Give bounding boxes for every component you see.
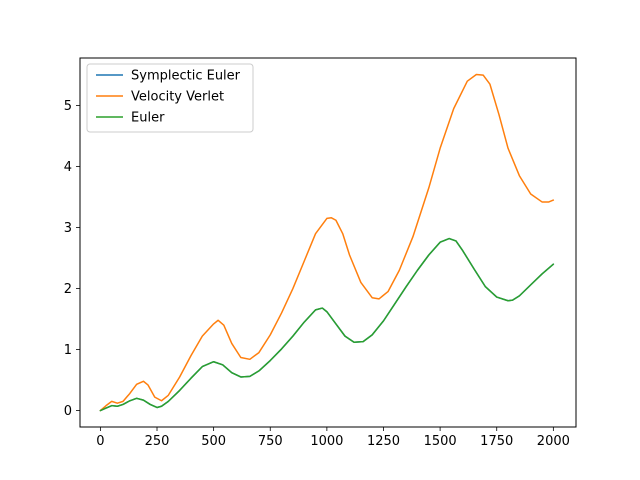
x-tick-label: 1750	[480, 434, 513, 449]
x-tick-label: 1250	[367, 434, 400, 449]
x-axis: 0 250 500 750 1000 1250 1500 1750 2000	[96, 427, 570, 449]
y-tick-label: 5	[64, 99, 72, 114]
legend-label-euler: Euler	[131, 111, 165, 126]
series-line-velocity-verlet	[99, 73, 555, 412]
legend-label-symplectic-euler: Symplectic Euler	[131, 69, 241, 84]
series-line-euler	[99, 237, 555, 412]
y-tick-label: 2	[64, 282, 72, 297]
y-tick-label: 1	[64, 343, 72, 358]
x-tick-label: 1500	[424, 434, 457, 449]
legend: Symplectic Euler Velocity Verlet Euler	[86, 63, 254, 133]
plot-frame	[79, 57, 577, 428]
y-tick-label: 4	[64, 160, 72, 175]
x-tick-label: 750	[258, 434, 283, 449]
y-tick-label: 3	[64, 221, 72, 236]
series-layer	[99, 73, 555, 412]
legend-box	[86, 63, 254, 133]
y-tick-label: 0	[64, 404, 72, 419]
x-tick-label: 500	[201, 434, 226, 449]
x-tick-label: 250	[145, 434, 170, 449]
legend-label-velocity-verlet: Velocity Verlet	[131, 90, 224, 105]
y-axis: 0 1 2 3 4 5	[64, 99, 80, 419]
x-tick-label: 2000	[537, 434, 570, 449]
x-tick-label: 1000	[310, 434, 343, 449]
x-tick-label: 0	[96, 434, 104, 449]
